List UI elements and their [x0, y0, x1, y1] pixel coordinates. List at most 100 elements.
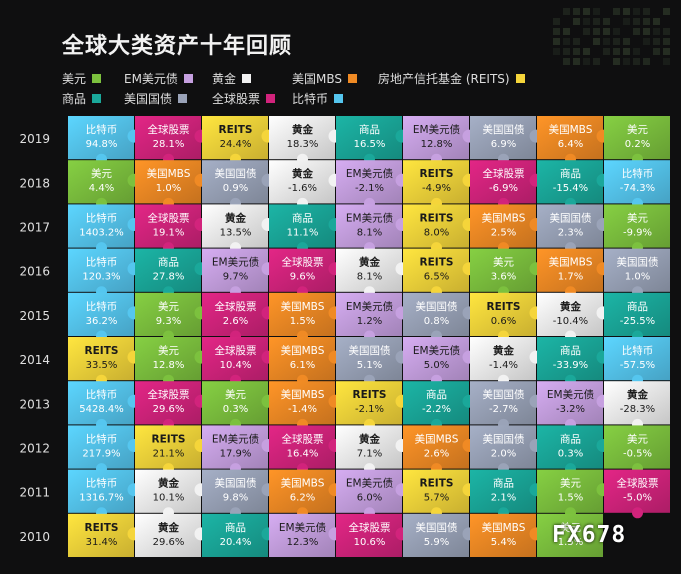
asset-return: 12.8% — [153, 360, 185, 371]
asset-tile: REITS 6.5% — [403, 248, 476, 298]
asset-tile: 美国国债 5.1% — [336, 337, 409, 386]
tile-background — [403, 292, 469, 336]
asset-return: 8.1% — [357, 272, 382, 283]
tile-background — [269, 381, 335, 425]
asset-tile: 商品 0.3% — [537, 425, 610, 475]
decorative-dot — [603, 28, 610, 35]
legend-item-mbs: 美国MBS — [292, 70, 378, 87]
asset-name: 黄金 — [225, 211, 246, 224]
asset-tile: 美元 12.8% — [135, 337, 208, 386]
asset-tile: 美元 1.5% — [537, 469, 610, 519]
asset-name: 商品 — [560, 432, 581, 445]
asset-name: 美元 — [158, 344, 179, 357]
asset-name: REITS — [420, 257, 454, 269]
asset-return: 16.5% — [354, 139, 386, 150]
tile-background — [403, 116, 469, 160]
asset-name: EM美元债 — [547, 388, 594, 401]
asset-return: 28.1% — [153, 139, 185, 150]
asset-return: 24.4% — [220, 139, 252, 150]
asset-return: 2.6% — [424, 448, 449, 459]
asset-return: 7.1% — [357, 448, 382, 459]
asset-return: -2.2% — [422, 404, 451, 415]
asset-return: 10.4% — [220, 360, 252, 371]
asset-name: REITS — [353, 389, 387, 401]
decorative-dot — [553, 18, 560, 25]
asset-tile: 美元 3.6% — [470, 248, 543, 298]
asset-return: 1316.7% — [79, 493, 124, 504]
legend-label: 美国国债 — [124, 91, 173, 106]
asset-tile: EM美元债 8.1% — [336, 204, 409, 254]
legend-label: 黄金 — [212, 71, 237, 86]
asset-name: 美国MBS — [281, 477, 325, 490]
tile-background — [470, 116, 536, 160]
asset-tile: 美国MBS -1.4% — [269, 381, 342, 430]
tile-background — [68, 292, 134, 336]
asset-tile: EM美元债 -3.2% — [537, 381, 610, 430]
asset-name: 黄金 — [158, 477, 179, 490]
year-label: 2016 — [19, 265, 50, 279]
asset-return: 2.1% — [491, 493, 516, 504]
decorative-dot — [603, 38, 610, 45]
year-label: 2014 — [19, 353, 50, 367]
tile-background — [470, 292, 536, 336]
tile-background — [336, 425, 402, 469]
asset-tile: 全球股票 16.4% — [269, 425, 342, 475]
asset-return: 5.4% — [491, 537, 516, 548]
asset-return: 5.1% — [357, 360, 382, 371]
asset-tile: 黄金 -28.3% — [604, 381, 670, 430]
tile-background — [269, 513, 335, 557]
asset-return: 9.6% — [290, 272, 315, 283]
tile-background — [135, 513, 201, 557]
legend-item-usd: 美元 — [62, 70, 124, 87]
tile-background — [336, 248, 402, 292]
asset-tile: 美国国债 9.8% — [202, 469, 275, 519]
asset-tile: 比特币 120.3% — [68, 248, 141, 298]
asset-return: 12.3% — [287, 537, 319, 548]
decorative-dot — [583, 8, 590, 15]
asset-tile: 黄金 8.1% — [336, 248, 409, 298]
tile-background — [336, 469, 402, 513]
legend-label: 美元 — [62, 71, 87, 86]
decorative-dot — [553, 28, 560, 35]
asset-name: REITS — [152, 433, 186, 445]
tile-background — [537, 160, 603, 204]
tile-background — [604, 160, 670, 204]
tile-background — [202, 160, 268, 204]
asset-name: 商品 — [560, 167, 581, 180]
decorative-dot — [623, 8, 630, 15]
asset-return: 0.2% — [625, 139, 650, 150]
asset-return: 9.3% — [156, 316, 181, 327]
tile-background — [470, 513, 536, 557]
decorative-dot — [553, 48, 560, 55]
asset-tile: 全球股票 29.6% — [135, 381, 208, 430]
asset-name: 美国MBS — [281, 388, 325, 401]
decorative-dot — [653, 18, 660, 25]
asset-return: 217.9% — [82, 448, 120, 459]
tile-background — [202, 425, 268, 469]
asset-tile: 比特币 1316.7% — [68, 469, 141, 519]
asset-return: -2.1% — [355, 404, 384, 415]
legend-label: 全球股票 — [212, 91, 261, 106]
tile-background — [537, 469, 603, 513]
asset-return: 19.1% — [153, 227, 185, 238]
asset-tile: 美国国债 2.0% — [470, 425, 543, 475]
asset-tile: EM美元债 17.9% — [202, 425, 275, 475]
asset-name: 全球股票 — [282, 256, 324, 269]
asset-name: 美国MBS — [482, 211, 526, 224]
asset-name: 美国国债 — [483, 388, 525, 401]
tile-background — [336, 160, 402, 204]
tile-background — [403, 425, 469, 469]
asset-return: 27.8% — [153, 272, 185, 283]
asset-return: 12.8% — [421, 139, 453, 150]
asset-return: 1.0% — [156, 183, 181, 194]
asset-tile: REITS 5.7% — [403, 469, 476, 519]
asset-return: 2.0% — [491, 448, 516, 459]
asset-tile: 美国MBS 5.4% — [470, 513, 543, 557]
asset-name: 商品 — [359, 123, 380, 136]
legend-swatch — [242, 73, 252, 83]
asset-return: 5.0% — [424, 360, 449, 371]
asset-name: 美国MBS — [147, 167, 191, 180]
year-label: 2010 — [19, 530, 50, 544]
asset-name: EM美元债 — [279, 521, 326, 534]
asset-tile: 全球股票 9.6% — [269, 248, 342, 298]
